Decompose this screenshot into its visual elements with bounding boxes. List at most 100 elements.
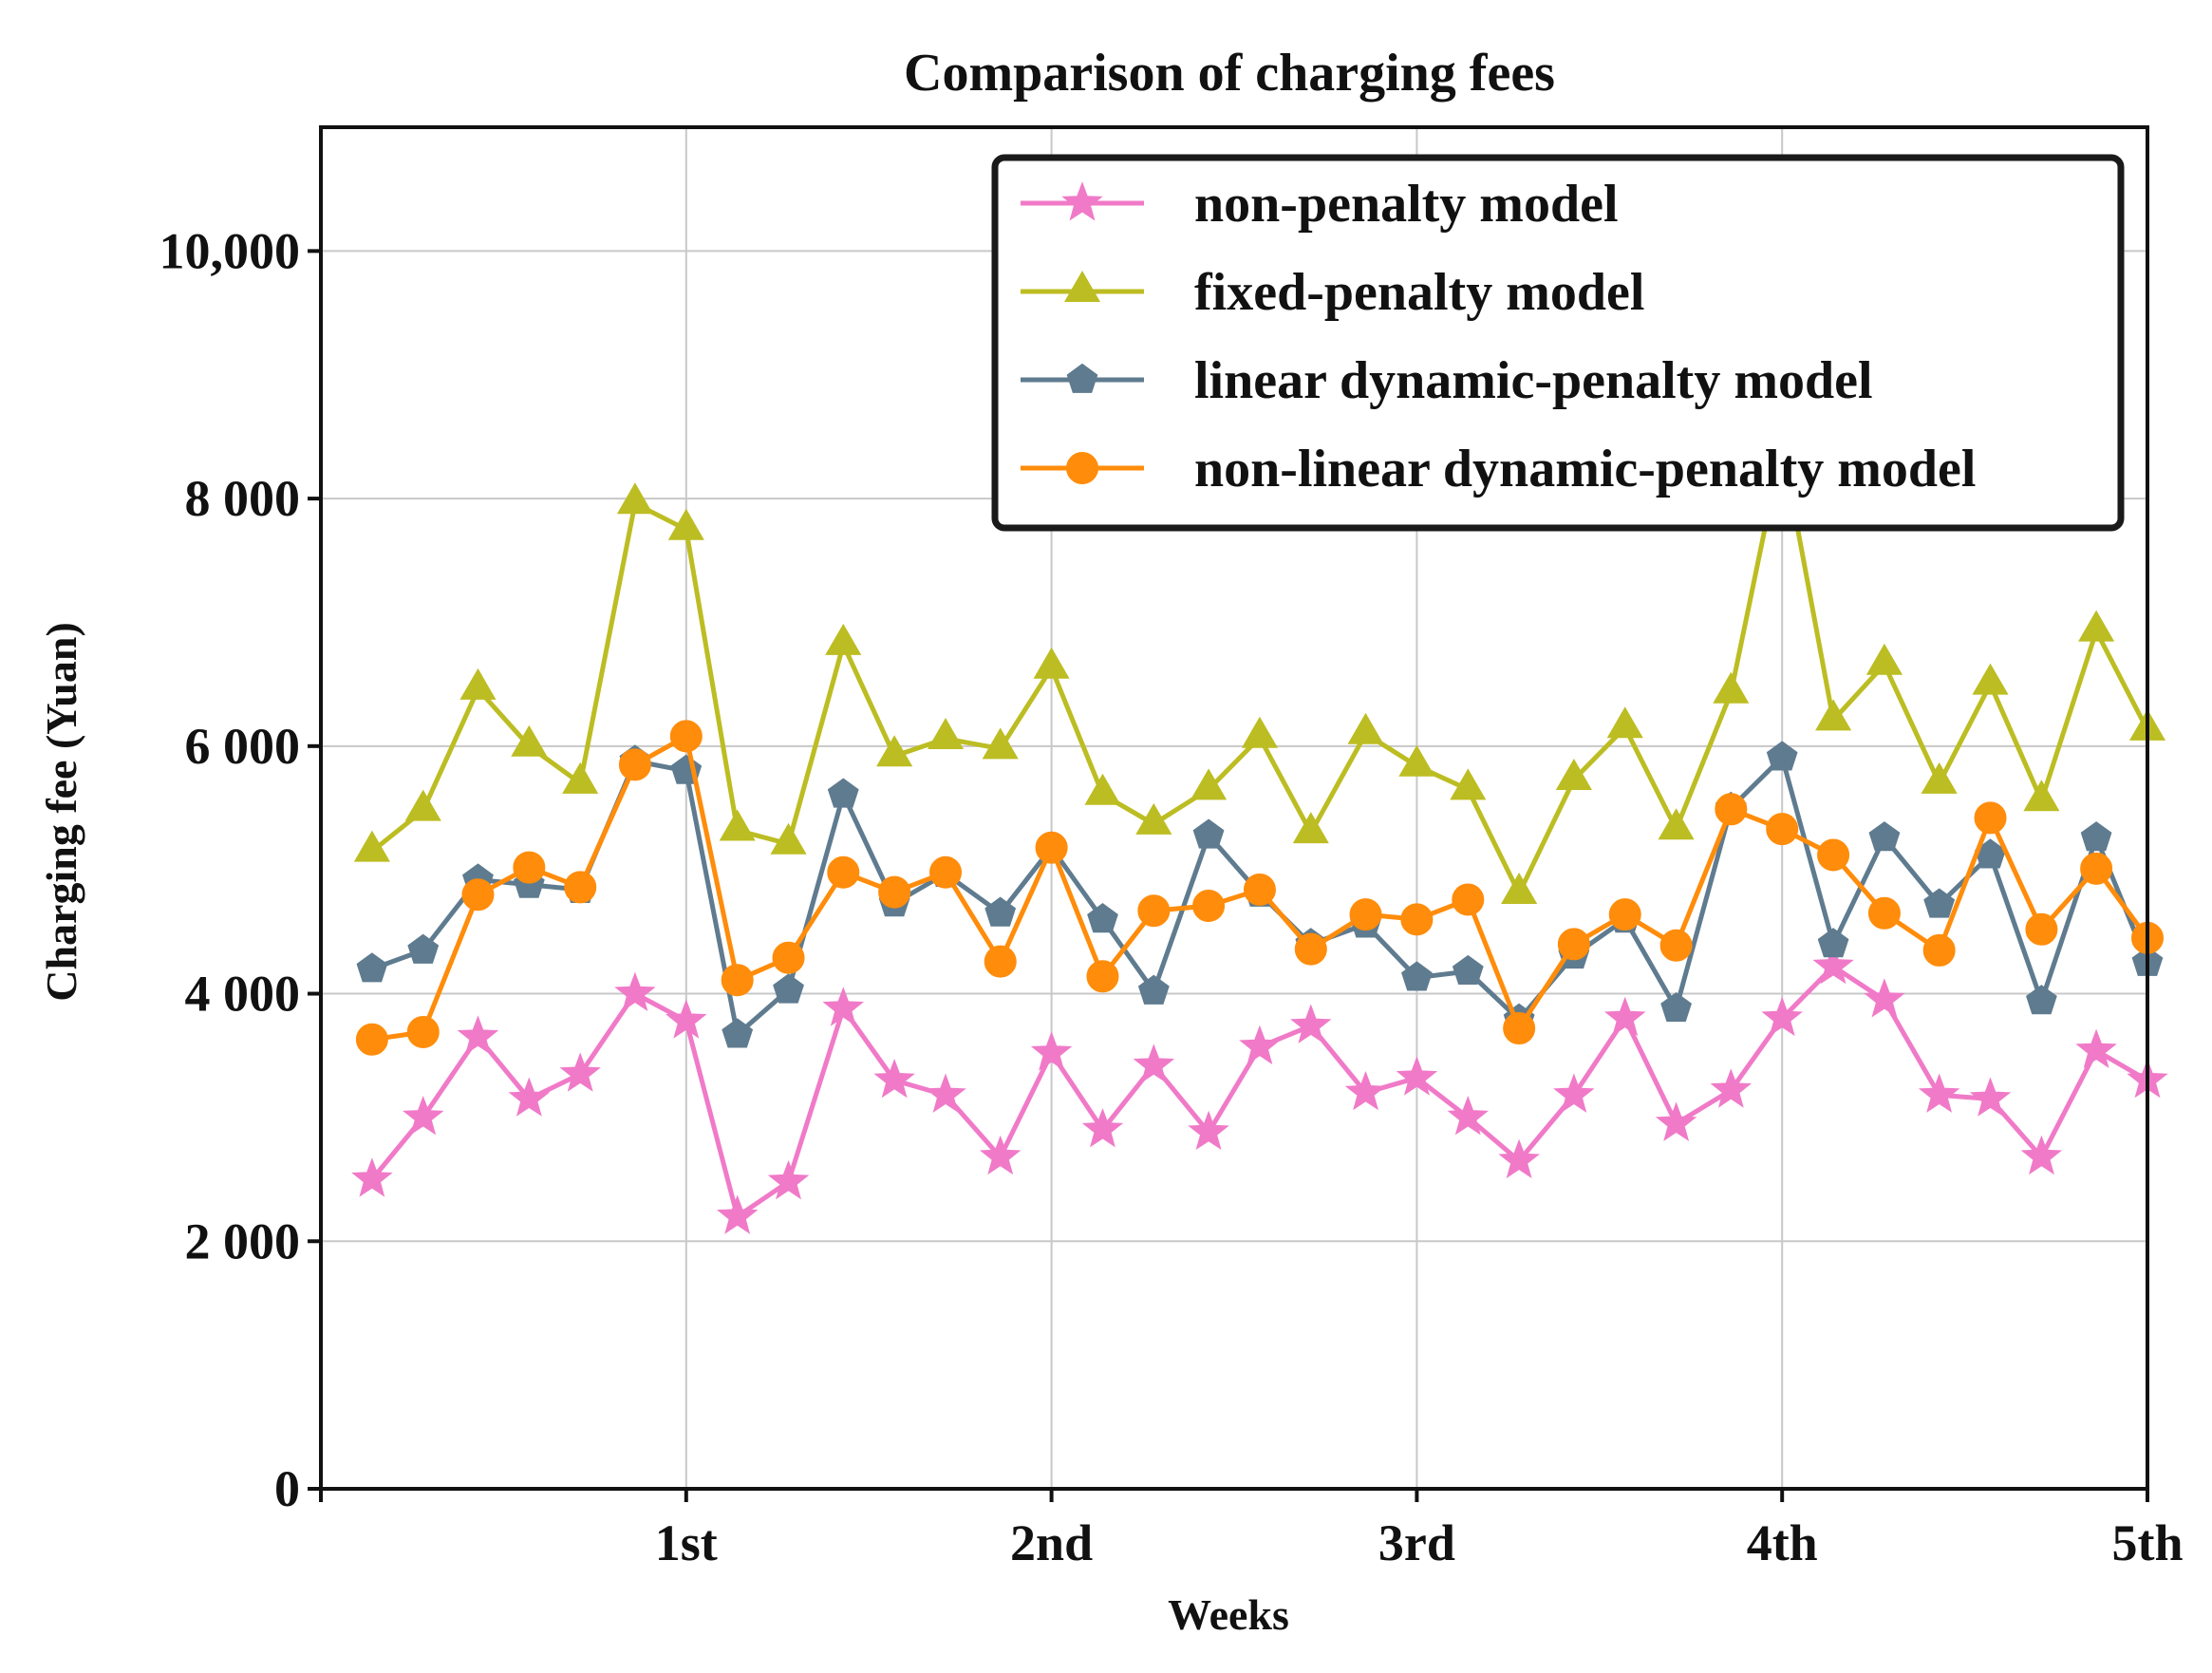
- data-point: [2020, 1135, 2063, 1175]
- series-0: [351, 945, 2168, 1234]
- legend-label: non-penalty model: [1194, 175, 1619, 234]
- x-tick-label: 5th: [2111, 1514, 2183, 1571]
- data-point: [1239, 1024, 1281, 1065]
- data-point: [508, 1077, 551, 1117]
- data-point: [1347, 712, 1384, 744]
- data-point: [1290, 1004, 1332, 1043]
- data-point: [1921, 761, 1958, 794]
- data-point: [667, 508, 704, 540]
- data-point: [356, 952, 388, 983]
- data-point: [564, 871, 597, 904]
- data-point: [873, 1058, 915, 1099]
- data-point: [1817, 838, 1850, 872]
- data-point: [1192, 818, 1225, 849]
- data-point: [562, 761, 599, 794]
- data-point: [770, 822, 807, 855]
- data-point: [1400, 903, 1434, 936]
- data-point: [461, 878, 495, 912]
- data-point: [1398, 744, 1435, 777]
- y-tick-label: 6 000: [185, 718, 301, 775]
- data-point: [1555, 759, 1592, 790]
- data-point: [2023, 780, 2060, 812]
- data-point: [1188, 1110, 1229, 1150]
- data-point: [1035, 831, 1068, 864]
- data-point: [876, 735, 913, 767]
- data-point: [719, 809, 756, 841]
- chart-title: Comparison of charging fees: [904, 44, 1555, 103]
- data-point: [1192, 889, 1226, 922]
- y-tick-label: 4 000: [185, 966, 301, 1023]
- data-point: [772, 941, 805, 974]
- data-point: [618, 748, 651, 781]
- series-1: [353, 423, 2166, 904]
- data-point: [1972, 663, 2009, 695]
- series-layer: [351, 423, 2168, 1234]
- data-point: [1030, 1031, 1073, 1071]
- data-point: [1864, 978, 1905, 1018]
- data-point: [559, 1052, 601, 1092]
- data-point: [2080, 821, 2112, 852]
- data-point: [1137, 974, 1170, 1005]
- x-tick-label: 4th: [1747, 1514, 1818, 1571]
- data-point: [1606, 706, 1643, 739]
- data-point: [1086, 960, 1119, 993]
- data-point: [614, 971, 656, 1012]
- data-point: [351, 1157, 393, 1197]
- data-point: [407, 933, 440, 964]
- data-point: [1396, 1056, 1438, 1096]
- legend-box: [991, 154, 2125, 532]
- data-point: [1294, 932, 1327, 966]
- legend-label: linear dynamic-penalty model: [1194, 351, 1873, 410]
- data-point: [1553, 1073, 1595, 1113]
- data-point: [1761, 996, 1803, 1037]
- data-point: [929, 855, 963, 889]
- data-point: [1713, 671, 1750, 704]
- data-point: [2075, 1028, 2117, 1069]
- legend-swatch-marker: [1066, 363, 1098, 393]
- data-point: [722, 1018, 754, 1048]
- data-point: [721, 964, 754, 997]
- data-point: [1918, 1073, 1960, 1113]
- data-point: [1450, 768, 1487, 800]
- data-point: [1501, 873, 1538, 904]
- legend: non-penalty model fixed-penalty model line…: [991, 154, 2125, 532]
- x-tick-label: 2nd: [1010, 1514, 1093, 1571]
- data-point: [1084, 773, 1121, 805]
- data-point: [1923, 888, 1956, 918]
- data-point: [1655, 1101, 1697, 1141]
- data-point: [1498, 1138, 1540, 1179]
- data-point: [1241, 716, 1279, 748]
- data-point: [1447, 1096, 1490, 1136]
- data-point: [822, 987, 865, 1026]
- data-point: [2026, 985, 2057, 1015]
- data-point: [982, 727, 1019, 760]
- data-point: [355, 1023, 388, 1056]
- data-point: [1087, 903, 1118, 933]
- data-point: [1133, 1043, 1175, 1083]
- data-point: [1922, 933, 1956, 967]
- data-point: [2078, 610, 2115, 642]
- data-point: [2080, 852, 2113, 885]
- data-point: [1867, 896, 1901, 930]
- data-point: [1452, 883, 1485, 916]
- data-point: [927, 717, 965, 749]
- data-point: [1349, 898, 1382, 931]
- data-point: [1292, 812, 1329, 844]
- legend-label: non-linear dynamic-penalty model: [1194, 440, 1976, 498]
- data-point: [1344, 1070, 1387, 1111]
- data-point: [513, 851, 546, 884]
- data-point: [1660, 991, 1692, 1023]
- data-point: [1868, 821, 1901, 852]
- data-point: [716, 1194, 759, 1234]
- data-point: [773, 973, 804, 1004]
- data-point: [1081, 1108, 1124, 1148]
- data-point: [459, 667, 497, 700]
- data-point: [404, 789, 441, 821]
- data-point: [1190, 768, 1228, 800]
- data-point: [1401, 961, 1433, 991]
- y-tick-label: 10,000: [159, 222, 301, 279]
- y-tick-label: 8 000: [185, 470, 301, 527]
- data-point: [1137, 894, 1171, 928]
- legend-label: fixed-penalty model: [1194, 263, 1644, 322]
- y-axis-label: Charging fee (Yuan): [37, 622, 85, 1002]
